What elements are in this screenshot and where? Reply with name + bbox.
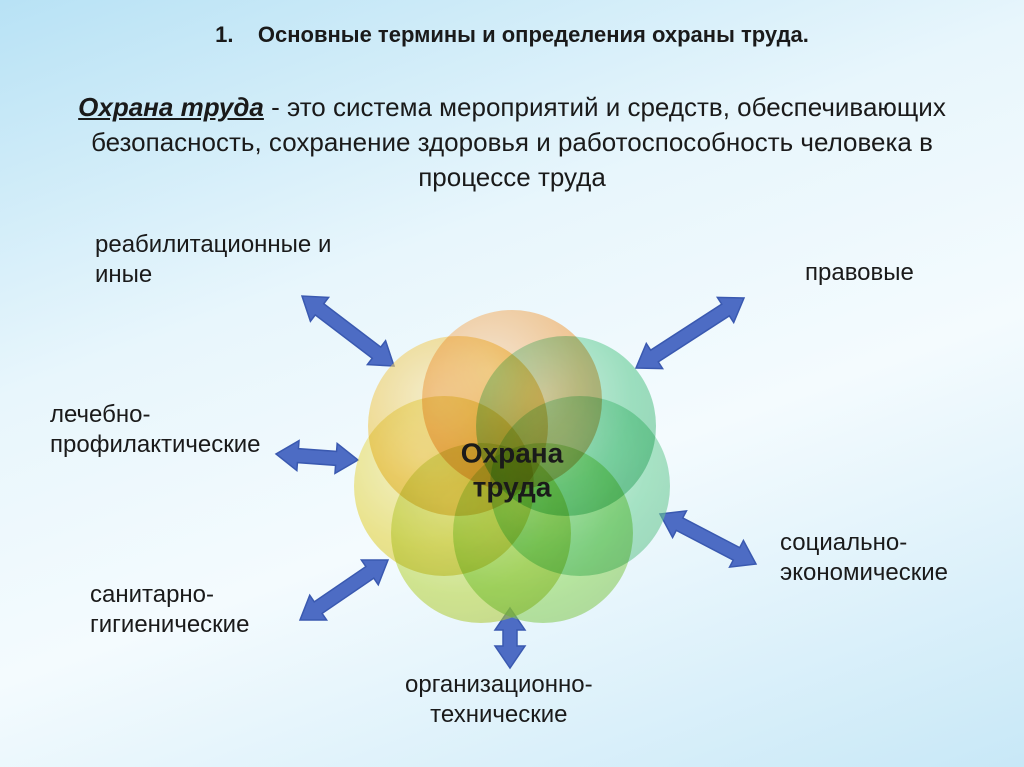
- arrow-therapeutic: [275, 439, 359, 475]
- arrow-legal: [628, 285, 752, 380]
- branch-label-legal: правовые: [805, 258, 914, 288]
- branch-label-socio-economic: социально-экономические: [780, 528, 948, 588]
- branch-label-therapeutic: лечебно-профилактические: [50, 400, 260, 460]
- center-line2: труда: [473, 471, 552, 502]
- branch-label-rehab: реабилитационные ииные: [95, 230, 331, 290]
- center-label: Охрана труда: [461, 436, 564, 503]
- arrow-rehab: [293, 284, 403, 378]
- branch-label-org-tech: организационно-технические: [405, 670, 593, 730]
- arrow-sanitary: [292, 548, 397, 633]
- arrow-socio-economic: [653, 501, 763, 578]
- branch-label-sanitary: санитарно-гигиенические: [90, 580, 249, 640]
- center-line1: Охрана: [461, 437, 564, 468]
